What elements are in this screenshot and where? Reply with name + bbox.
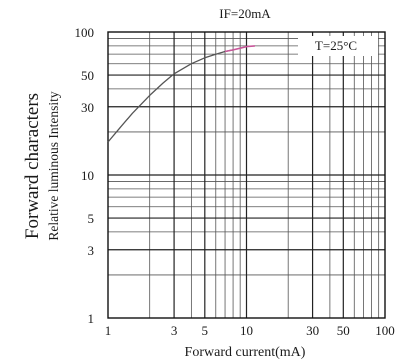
y-tick-label: 100 bbox=[75, 25, 95, 40]
plot-frame bbox=[107, 31, 386, 319]
x-tick-label: 1 bbox=[105, 323, 112, 338]
y-tick-label: 50 bbox=[81, 68, 94, 83]
x-tick-labels: 1 3 5 10 30 50 100 bbox=[105, 323, 395, 338]
series-line-2 bbox=[224, 45, 255, 53]
y-axis-label-outer: Forward characters bbox=[22, 93, 43, 239]
temperature-annotation: T=25°C bbox=[315, 38, 357, 53]
x-tick-label: 50 bbox=[337, 323, 350, 338]
major-grid bbox=[108, 32, 385, 318]
temperature-annotation-box: T=25°C bbox=[298, 36, 378, 56]
x-tick-label: 30 bbox=[306, 323, 319, 338]
x-tick-label: 100 bbox=[375, 323, 395, 338]
series-layer bbox=[107, 45, 255, 143]
y-tick-label: 1 bbox=[88, 311, 95, 326]
y-axis-label-inner: Relative luminous Intensity bbox=[46, 91, 61, 240]
y-tick-label: 3 bbox=[88, 243, 95, 258]
y-tick-label: 10 bbox=[81, 168, 94, 183]
x-axis-label: Forward current(mA) bbox=[185, 345, 306, 360]
y-tick-labels: 1 3 5 10 30 50 100 bbox=[75, 25, 95, 326]
y-tick-label: 30 bbox=[81, 100, 94, 115]
series-line-1 bbox=[107, 49, 234, 143]
y-tick-label: 5 bbox=[88, 211, 95, 226]
x-tick-label: 3 bbox=[171, 323, 178, 338]
chart-title: IF=20mA bbox=[219, 6, 271, 21]
x-tick-label: 10 bbox=[240, 323, 253, 338]
x-tick-label: 5 bbox=[202, 323, 209, 338]
